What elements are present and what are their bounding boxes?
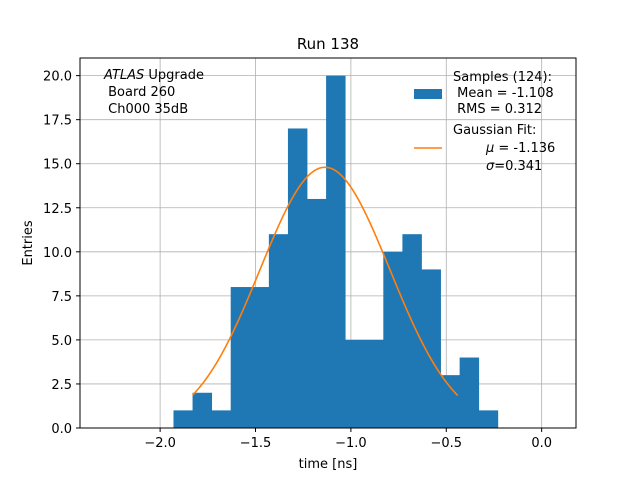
histogram-bar [307, 198, 327, 428]
annotation-upgrade: Upgrade [144, 68, 204, 83]
y-tick-label: 7.5 [51, 290, 72, 305]
histogram-bar [478, 410, 499, 428]
histogram-bar [459, 357, 480, 428]
annotation-atlas: ATLAS [103, 68, 144, 83]
histogram-bar [268, 234, 289, 428]
annotation: ATLAS Upgrade Board 260 Ch000 35dB [103, 68, 204, 117]
annotation-channel: Ch000 35dB [104, 102, 188, 117]
y-tick-label: 5.0 [51, 334, 72, 349]
y-tick-label: 20.0 [43, 70, 72, 85]
y-tick-label: 10.0 [43, 246, 72, 261]
legend-samples-line3: RMS = 0.312 [453, 102, 542, 117]
y-tick-label: 15.0 [43, 158, 72, 173]
histogram-bar [287, 128, 308, 428]
histogram-bar [421, 269, 441, 428]
histogram-bar [383, 251, 403, 428]
y-tick-label: 17.5 [43, 114, 72, 129]
histogram-bar [402, 234, 422, 428]
histogram-bar [364, 339, 384, 428]
x-tick-label: −0.5 [430, 436, 462, 451]
svg-text:μ = -1.136: μ = -1.136 [457, 141, 576, 156]
legend-fit-mu-symbol: μ [485, 141, 494, 156]
legend-fit-sigma-symbol: σ [486, 159, 495, 174]
y-tick-label: 12.5 [43, 202, 72, 217]
y-tick-label: 0.0 [51, 422, 72, 437]
x-tick-label: −1.0 [335, 436, 367, 451]
x-axis-ticks: −2.0 −1.5 −1.0 −0.5 0.0 [144, 428, 552, 451]
x-tick-label: −2.0 [144, 436, 176, 451]
legend-samples-line2: Mean = -1.108 [453, 86, 554, 101]
histogram-bar [440, 375, 461, 428]
annotation-board: Board 260 [104, 85, 175, 100]
legend-samples-swatch [414, 89, 442, 99]
plot-frame [79, 57, 577, 429]
x-tick-label: −1.5 [240, 436, 272, 451]
legend-fit-mu-value: = -1.136 [494, 141, 555, 156]
histogram-bar [345, 339, 365, 428]
x-tick-label: 0.0 [531, 436, 552, 451]
y-axis-label: Entries [21, 220, 36, 266]
svg-text:ATLAS Upgrade: ATLAS Upgrade [103, 68, 204, 83]
histogram-bar [192, 392, 213, 428]
gaussian-fit [191, 166, 459, 397]
legend-fit-line1: Gaussian Fit: [453, 123, 536, 138]
histogram-bars [173, 75, 499, 428]
x-axis-label: time [ns] [299, 457, 358, 472]
histogram-bar [326, 75, 346, 428]
histogram-bar [230, 287, 251, 428]
y-tick-label: 2.5 [51, 378, 72, 393]
legend-samples-line1: Samples (124): [453, 70, 552, 85]
legend: Samples (124): Mean = -1.108 RMS = 0.312… [414, 70, 576, 174]
y-axis-ticks: 0.0 2.5 5.0 7.5 10.0 12.5 15.0 17.5 20.0 [43, 70, 80, 437]
fit-curve [191, 166, 459, 397]
svg-text:σ=0.341: σ=0.341 [457, 159, 563, 174]
histogram-bar [249, 287, 270, 428]
legend-fit-sigma-value: =0.341 [494, 159, 542, 174]
chart-title: Run 138 [297, 35, 359, 53]
histogram-bar [211, 410, 232, 428]
histogram-bar [173, 410, 193, 428]
